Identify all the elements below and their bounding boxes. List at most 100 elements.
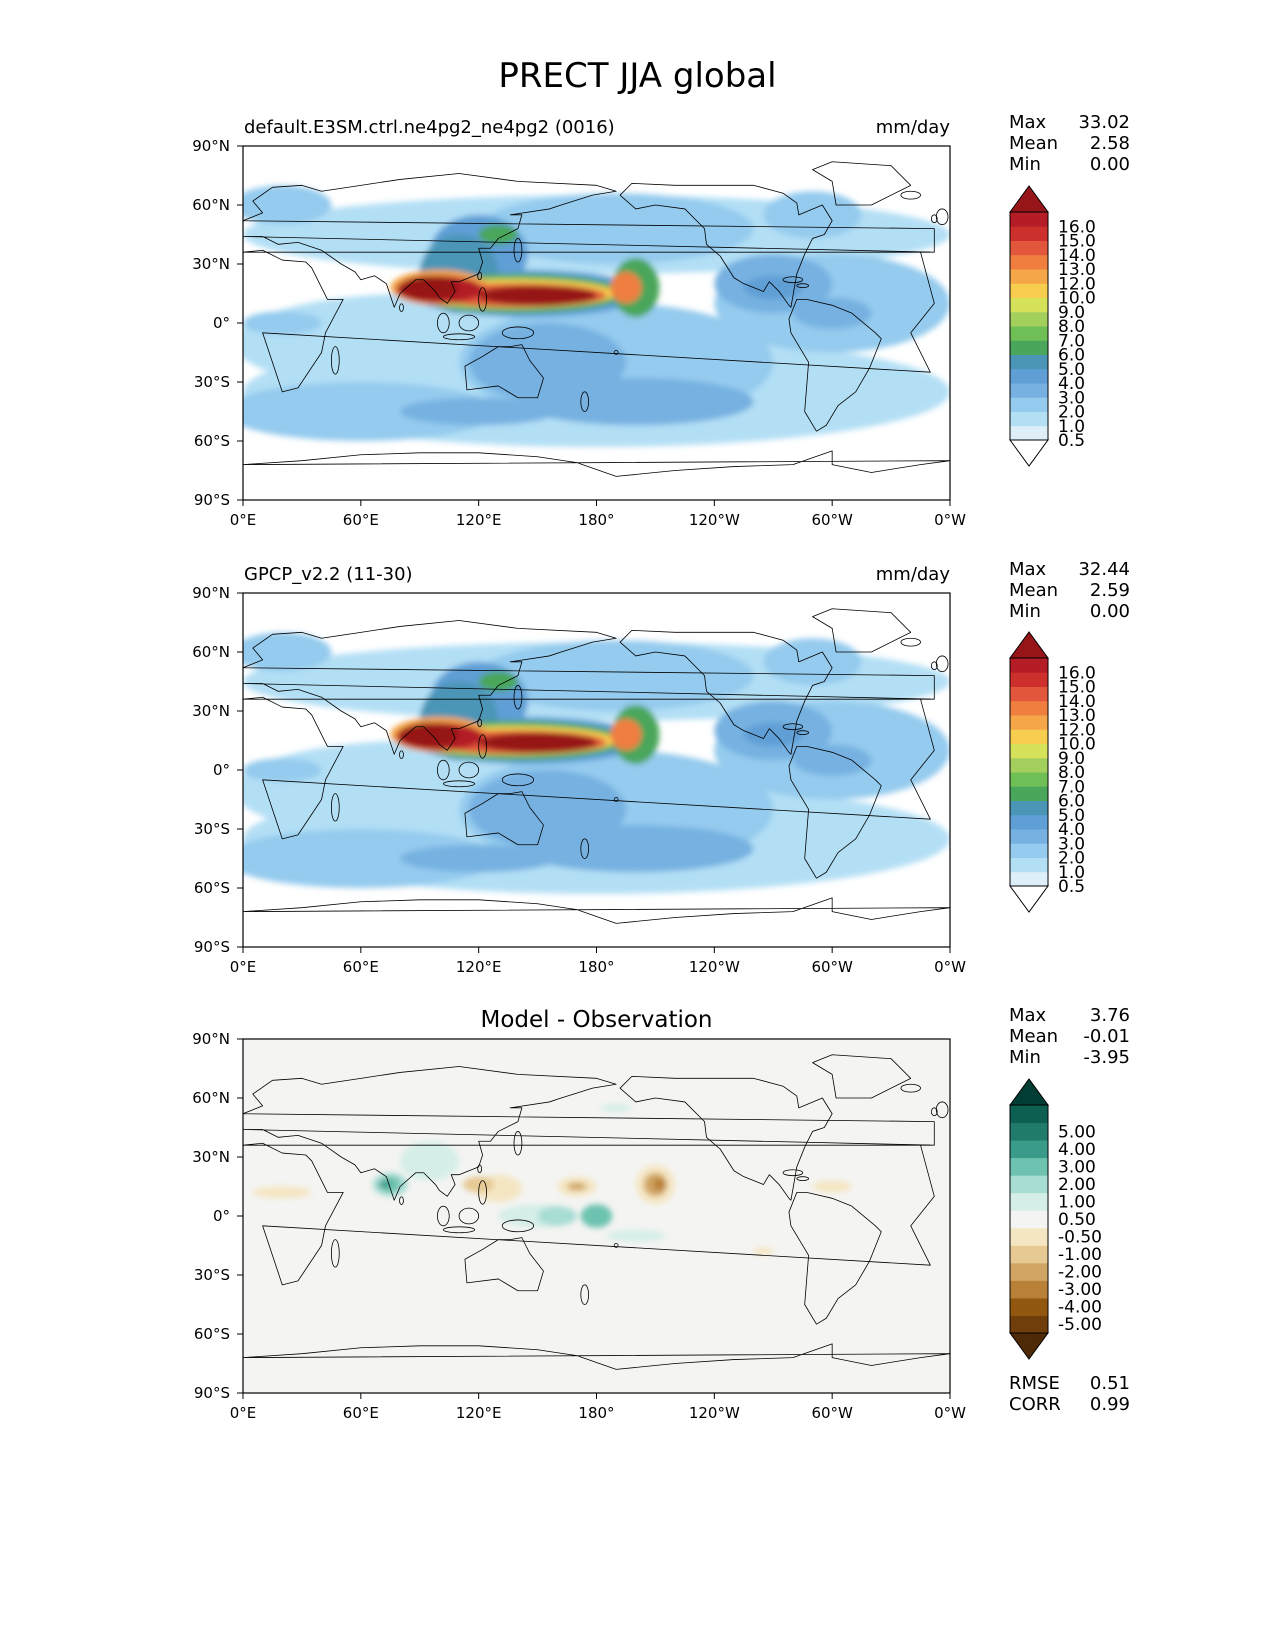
colorbar-label: 1.0 [1058,417,1085,437]
stat-label: Max [1009,559,1047,580]
colorbar-label: 16.0 [1058,217,1096,237]
colorbar-segment [1010,240,1048,256]
island-outline [501,326,535,340]
island-outline [613,350,619,355]
contour-patch [517,825,754,873]
contour-patch [610,718,642,751]
x-tick-label: 60°W [811,1404,853,1422]
coastline [812,608,912,653]
map-panel-3: 0°E 60°E 120°E 180° 120°W 60°W 0°W 90°N 60°N 30°N… [192,1005,1130,1422]
colorbar-segment [1010,772,1048,787]
colorbar-1: 16.015.014.013.012.010.09.08.07.06.05.04… [1009,185,1096,467]
colorbar-label: 3.00 [1058,1157,1096,1177]
colorbar-extend-min [1009,885,1049,913]
stat-label: Min [1009,1047,1041,1068]
coastline [464,344,544,399]
contour-patch [792,297,872,329]
y-tick-label: 30°N [192,702,230,720]
metric-label: RMSE [1009,1373,1060,1394]
x-tick-label: 60°E [343,511,379,529]
island-outline [580,391,590,412]
colorbar-segment [1010,226,1048,241]
x-tick-label: 120°W [689,958,740,976]
metric-label: CORR [1009,1394,1061,1415]
coastline [243,173,935,308]
colorbar-extend-max [1009,185,1049,213]
contour-patch [606,1229,666,1242]
island-outline [477,1164,483,1174]
island-outline [330,346,340,375]
y-tick-label: 90°N [192,137,230,155]
y-tick-label: 30°N [192,255,230,273]
y-tick-label: 60°S [194,432,230,450]
contour-patch [792,744,872,776]
colorbar-label: 9.0 [1058,303,1085,323]
contour-patch [400,722,460,747]
contour-patch [753,1247,774,1256]
colorbar-segment [1010,1262,1048,1281]
coastlines [243,161,950,477]
contour-fills [252,1103,852,1256]
island-outline [796,1176,809,1181]
stat-value: 3.76 [1090,1005,1130,1026]
colorbar-segment [1010,658,1048,673]
x-tick-label: 0°W [934,511,966,529]
x-tick-label: 0°W [934,958,966,976]
coastline [812,1054,912,1099]
stat-value: -0.01 [1083,1026,1130,1047]
coastline [243,450,950,477]
colorbar-segment [1010,254,1048,270]
contour-patch [812,1180,852,1193]
contour-patch [610,271,642,304]
colorbar-extend-min [1009,1332,1049,1360]
contour-patch [478,732,597,753]
colorbar-label: -0.50 [1058,1228,1102,1248]
island-outline [442,780,476,788]
island-outline [399,1196,404,1205]
y-tick-label: 90°S [194,1384,230,1402]
map-panel-1: 0°E 60°E 120°E 180° 120°W 60°W 0°W 90°N 60°N 30°N… [192,112,1130,529]
y-tick-label: 90°S [194,938,230,956]
island-outline [930,661,938,671]
stat-value: 2.59 [1090,580,1130,601]
colorbar-label: 4.0 [1058,374,1085,394]
colorbar-label: -2.00 [1058,1263,1102,1283]
colorbar-segment [1010,1210,1048,1229]
y-tick-label: 0° [213,314,230,332]
contour-patch [243,758,322,782]
island-outline [613,797,619,802]
coastline [464,1237,544,1292]
island-outline [900,1083,921,1093]
island-outline [458,761,480,779]
stat-label: Mean [1009,580,1058,601]
colorbar-segment [1010,857,1048,873]
island-outline [442,1226,476,1234]
island-outline [477,271,483,281]
contour-patch [517,378,754,426]
y-tick-label: 30°S [194,373,230,391]
coastline [812,161,912,206]
contour-patch [567,1182,587,1191]
contour-patch [537,1206,577,1226]
island-outline [580,1284,590,1305]
colorbar-segment [1010,1315,1048,1334]
colorbar-label: 8.0 [1058,763,1085,783]
colorbar-label: 13.0 [1058,260,1096,280]
coastline [243,1066,935,1201]
x-tick-label: 60°W [811,511,853,529]
colorbar-outline [1009,211,1049,441]
x-tick-label: 0°W [934,1404,966,1422]
stat-label: Min [1009,154,1041,175]
panel-units: mm/day [876,117,951,138]
coastline [788,1192,882,1325]
colorbar-segment [1010,1192,1048,1211]
colorbar-segment [1010,354,1048,370]
island-outline [613,1243,619,1248]
contour-patch [400,275,460,300]
colorbar-label: 7.0 [1058,777,1085,797]
colorbar-segment [1010,1140,1048,1159]
coastline [619,182,833,308]
colorbar-extend-max [1009,1078,1049,1106]
colorbar-label: -3.00 [1058,1280,1102,1300]
colorbar-label: -5.00 [1058,1315,1102,1335]
